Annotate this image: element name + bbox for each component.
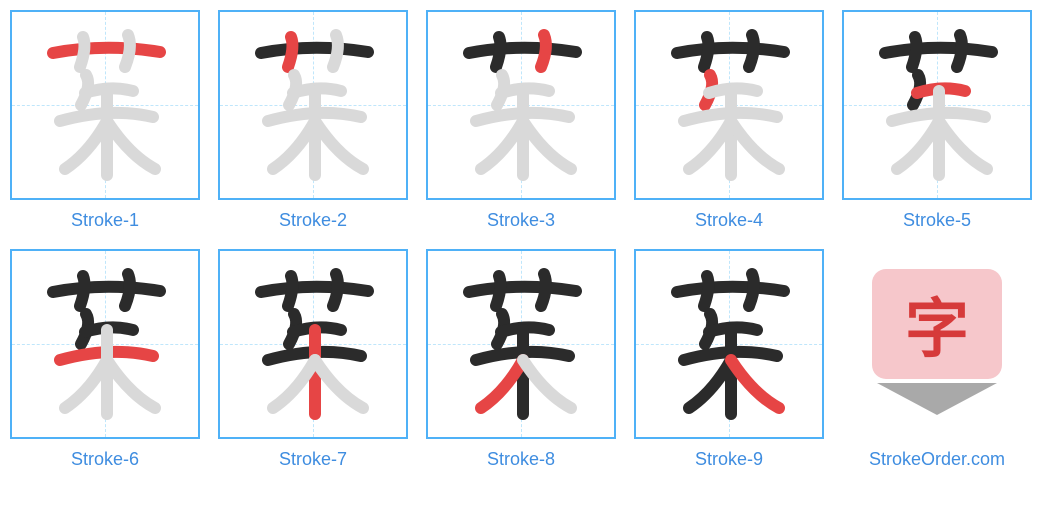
brand-cell: 字 StrokeOrder.com [842,249,1032,470]
stroke-box [426,10,616,200]
stroke-box [426,249,616,439]
stroke-cell: Stroke-9 [634,249,824,470]
glyph [649,25,809,185]
glyph [233,25,393,185]
stroke-label: Stroke-2 [279,210,347,231]
glyph [441,264,601,424]
stroke-cell: Stroke-2 [218,10,408,231]
stroke-box [634,249,824,439]
stroke-label: Stroke-4 [695,210,763,231]
stroke-box [634,10,824,200]
glyph [25,264,185,424]
stroke-box [842,10,1032,200]
glyph [25,25,185,185]
stroke-label: Stroke-9 [695,449,763,470]
stroke-label: Stroke-1 [71,210,139,231]
stroke-label: Stroke-6 [71,449,139,470]
brand-glyph: 字 [872,269,1002,379]
glyph [441,25,601,185]
pencil-tip-icon [877,383,997,415]
stroke-cell: Stroke-7 [218,249,408,470]
stroke-cell: Stroke-5 [842,10,1032,231]
stroke-cell: Stroke-1 [10,10,200,231]
stroke-cell: Stroke-4 [634,10,824,231]
brand-label: StrokeOrder.com [869,449,1005,470]
stroke-cell: Stroke-8 [426,249,616,470]
stroke-cell: Stroke-6 [10,249,200,470]
stroke-cell: Stroke-3 [426,10,616,231]
glyph [233,264,393,424]
stroke-label: Stroke-3 [487,210,555,231]
stroke-box [218,10,408,200]
stroke-box [10,249,200,439]
brand-logo: 字 [842,249,1032,439]
stroke-box [218,249,408,439]
glyph [857,25,1017,185]
stroke-box [10,10,200,200]
stroke-label: Stroke-7 [279,449,347,470]
stroke-label: Stroke-5 [903,210,971,231]
glyph [649,264,809,424]
stroke-label: Stroke-8 [487,449,555,470]
